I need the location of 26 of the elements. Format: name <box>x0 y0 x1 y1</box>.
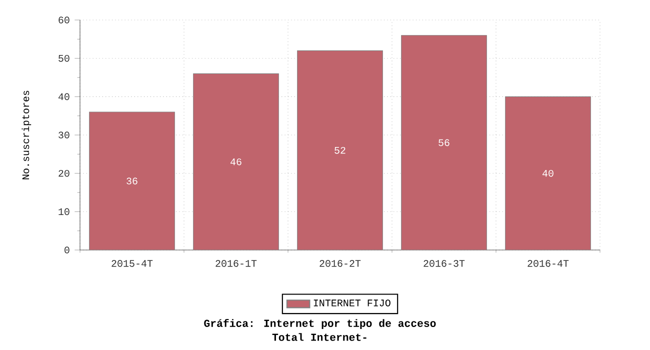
bar <box>401 35 487 250</box>
x-tick-label: 2016-2T <box>320 260 361 267</box>
bar <box>505 96 591 250</box>
data-label: 52 <box>334 146 346 154</box>
x-tick-label: 2016-1T <box>216 260 257 267</box>
y-tick-label: 0 <box>64 246 70 254</box>
y-axis-title: No.suscriptores <box>22 90 32 180</box>
x-tick-label: 2016-3T <box>424 260 465 267</box>
bar <box>297 50 383 250</box>
data-label: 40 <box>542 170 554 177</box>
data-label: 46 <box>230 158 242 166</box>
bar <box>89 112 175 250</box>
y-tick-label: 50 <box>58 54 70 62</box>
text: Gráfica: Internet por tipo de acceso <box>204 318 436 330</box>
text: Total Internet- <box>272 333 366 341</box>
bar <box>193 73 279 250</box>
x-tick-label: 2015-4T <box>112 260 153 267</box>
y-tick-label: 60 <box>58 16 70 24</box>
x-tick-label: 2016-4T <box>528 260 569 267</box>
y-tick-label: 10 <box>58 208 70 216</box>
data-label: 56 <box>438 139 450 146</box>
y-tick-label: 40 <box>58 93 70 100</box>
y-tick-label: 30 <box>58 132 70 138</box>
y-tick-label: 20 <box>58 170 70 177</box>
data-label: 36 <box>126 178 138 184</box>
legend-label: INTERNET FIJO <box>314 300 390 306</box>
